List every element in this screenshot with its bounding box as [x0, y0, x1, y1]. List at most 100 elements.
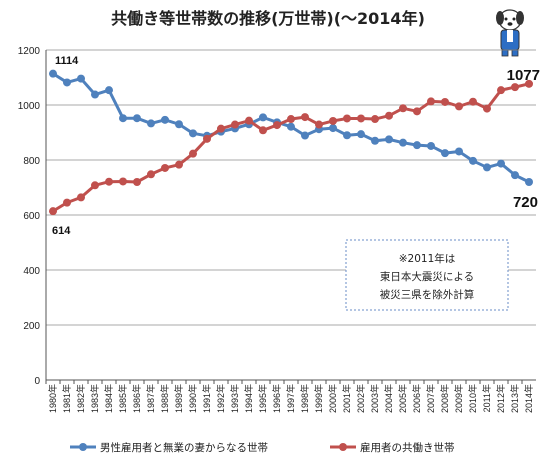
series-0-point — [301, 131, 309, 140]
series-0-point — [91, 90, 99, 99]
y-tick-label: 1200 — [18, 46, 41, 57]
blue-start-label: 1114 — [55, 55, 79, 67]
series-1-point — [63, 198, 71, 207]
x-tick-label: 1990年 — [187, 384, 198, 413]
x-tick-label: 1992年 — [215, 384, 226, 413]
x-tick-label: 2012年 — [495, 384, 506, 413]
legend-label-red: 雇用者の共働き世帯 — [360, 441, 455, 454]
series-0-point — [427, 141, 435, 150]
series-0-point — [119, 114, 127, 123]
series-1-point — [147, 170, 155, 179]
chart-grid — [46, 49, 536, 381]
x-tick-label: 2010年 — [467, 384, 478, 413]
x-tick-label: 1987年 — [145, 384, 156, 413]
series-1-point — [161, 163, 169, 172]
series-1-point — [49, 207, 57, 216]
series-0-point — [105, 86, 113, 95]
series-1-point — [301, 113, 309, 122]
x-tick-label: 2007年 — [425, 384, 436, 413]
series-1-point — [427, 97, 435, 106]
series-0-point — [49, 69, 57, 78]
series-0-point — [189, 129, 197, 138]
series-0-point — [161, 115, 169, 124]
series-0-point — [133, 114, 141, 123]
x-tick-label: 2004年 — [383, 384, 394, 413]
series-0-point — [525, 178, 533, 186]
series-1-point — [189, 149, 197, 158]
series-0-point — [399, 138, 407, 147]
x-tick-label: 1994年 — [243, 384, 254, 413]
x-tick-label: 1991年 — [201, 384, 212, 413]
series-1-point — [399, 104, 407, 113]
series-1-point — [357, 114, 365, 123]
series-1-point — [525, 79, 533, 88]
chart-series — [49, 69, 533, 216]
x-tick-label: 1980年 — [47, 384, 58, 413]
series-0-point — [175, 120, 183, 129]
series-0-point — [483, 163, 491, 172]
x-tick-label: 1983年 — [89, 384, 100, 413]
x-tick-label: 2013年 — [509, 384, 520, 413]
series-0-point — [147, 119, 155, 128]
series-1-point — [77, 193, 85, 202]
x-tick-label: 2006年 — [411, 384, 422, 413]
series-1-point — [483, 104, 491, 113]
blue-end-label: 720 — [513, 194, 538, 211]
series-0-point — [329, 124, 337, 133]
series-0-point — [385, 135, 393, 144]
red-start-label: 614 — [52, 225, 71, 237]
series-1-point — [119, 177, 127, 186]
series-1-point — [329, 116, 337, 125]
x-tick-label: 1986年 — [131, 384, 142, 413]
note-line-2: 東日本大震災による — [380, 270, 474, 283]
x-tick-label: 2009年 — [453, 384, 464, 413]
series-1-point — [343, 114, 351, 123]
series-1-point — [371, 115, 379, 124]
series-0-point — [497, 159, 505, 168]
annotation-note: ※2011年は 東日本大震災による 被災三県を除外計算 — [345, 239, 509, 311]
x-tick-label: 1999年 — [313, 384, 324, 413]
series-1-point — [217, 124, 225, 133]
x-tick-label: 2014年 — [523, 384, 534, 413]
x-tick-label: 1988年 — [159, 384, 170, 413]
y-axis: 0 200 400 600 800 1000 1200 — [18, 46, 47, 387]
legend-label-blue: 男性雇用者と無業の妻からなる世帯 — [100, 441, 268, 454]
series-1-point — [287, 115, 295, 124]
x-tick-label: 1995年 — [257, 384, 268, 413]
y-tick-label: 600 — [23, 211, 40, 222]
series-1-point — [413, 107, 421, 116]
series-0-point — [343, 131, 351, 140]
series-0-point — [371, 136, 379, 145]
series-1-point — [133, 178, 141, 186]
note-line-3: 被災三県を除外計算 — [380, 288, 475, 301]
series-0-point — [77, 74, 85, 83]
x-tick-label: 1993年 — [229, 384, 240, 413]
series-1-point — [441, 97, 449, 106]
series-0-point — [413, 141, 421, 150]
x-tick-label: 2008年 — [439, 384, 450, 413]
x-tick-label: 2001年 — [341, 384, 352, 413]
dog-mascot-icon — [496, 9, 524, 57]
series-0-point — [469, 156, 477, 165]
x-tick-label: 1982年 — [75, 384, 86, 413]
series-1-point — [231, 120, 239, 129]
legend-item-blue: 男性雇用者と無業の妻からなる世帯 — [70, 441, 268, 454]
series-1-point — [203, 134, 211, 143]
chart-title: 共働き等世帯数の推移(万世帯)(〜2014年) — [111, 9, 425, 28]
legend: 男性雇用者と無業の妻からなる世帯 雇用者の共働き世帯 — [70, 441, 455, 454]
series-1-point — [105, 177, 113, 186]
series-1-point — [259, 126, 267, 135]
y-tick-label: 800 — [23, 156, 40, 167]
x-axis: 1980年 1981年 1982年 1983年 1984年 1985年 1986年 1987年… — [45, 379, 536, 413]
x-tick-label: 1984年 — [103, 384, 114, 413]
y-tick-label: 1000 — [18, 101, 41, 112]
x-tick-label: 2000年 — [327, 384, 338, 413]
x-tick-label: 2005年 — [397, 384, 408, 413]
series-1-point — [455, 102, 463, 111]
x-tick-label: 1981年 — [61, 384, 72, 413]
legend-item-red: 雇用者の共働き世帯 — [330, 441, 455, 454]
series-0-point — [357, 130, 365, 139]
note-line-1: ※2011年は — [399, 252, 456, 265]
y-tick-label: 0 — [34, 376, 40, 387]
